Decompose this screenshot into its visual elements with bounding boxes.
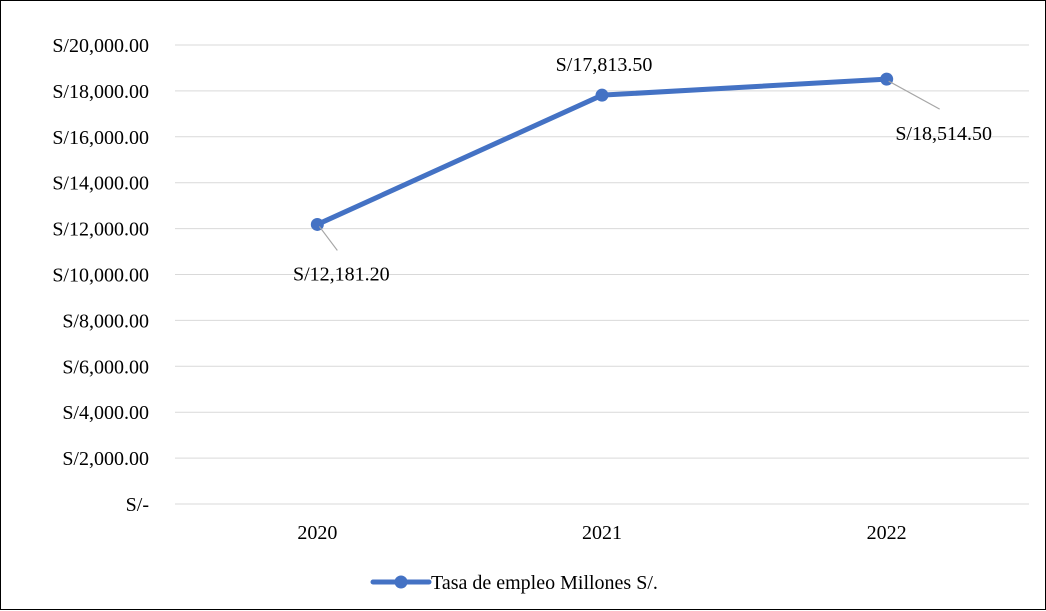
data-labels: S/12,181.20 S/17,813.50 S/18,514.50 xyxy=(293,54,992,285)
x-category-label: 2020 xyxy=(297,522,337,544)
y-tick-label: S/14,000.00 xyxy=(52,173,149,195)
series-line-group xyxy=(310,72,894,231)
x-category-label: 2021 xyxy=(582,522,622,544)
y-tick-label: S/2,000.00 xyxy=(62,448,149,470)
x-category-label: 2022 xyxy=(867,522,907,544)
data-label: S/18,514.50 xyxy=(895,123,992,145)
y-tick-label: S/- xyxy=(126,494,149,516)
y-tick-label: S/10,000.00 xyxy=(52,265,149,287)
data-point-marker[interactable] xyxy=(880,72,894,86)
x-axis-category-labels: 2020 2021 2022 xyxy=(297,522,906,544)
y-tick-label: S/16,000.00 xyxy=(52,127,149,149)
y-tick-label: S/18,000.00 xyxy=(52,81,149,103)
data-label-leader-lines xyxy=(318,80,940,251)
legend[interactable]: Tasa de empleo Millones S/. xyxy=(370,572,658,594)
data-label: S/17,813.50 xyxy=(556,54,653,76)
y-tick-label: S/6,000.00 xyxy=(62,356,149,378)
leader-line xyxy=(888,80,940,110)
data-label: S/12,181.20 xyxy=(293,263,390,285)
legend-series-marker xyxy=(394,575,408,589)
y-tick-label: S/20,000.00 xyxy=(52,35,149,57)
legend-label: Tasa de empleo Millones S/. xyxy=(431,572,658,594)
y-tick-label: S/12,000.00 xyxy=(52,219,149,241)
y-axis-tick-labels: S/- S/2,000.00 S/4,000.00 S/6,000.00 S/8,000… xyxy=(52,35,149,516)
y-tick-label: S/8,000.00 xyxy=(62,310,149,332)
data-point-marker[interactable] xyxy=(595,88,609,102)
y-tick-label: S/4,000.00 xyxy=(62,402,149,424)
leader-line xyxy=(318,226,338,251)
